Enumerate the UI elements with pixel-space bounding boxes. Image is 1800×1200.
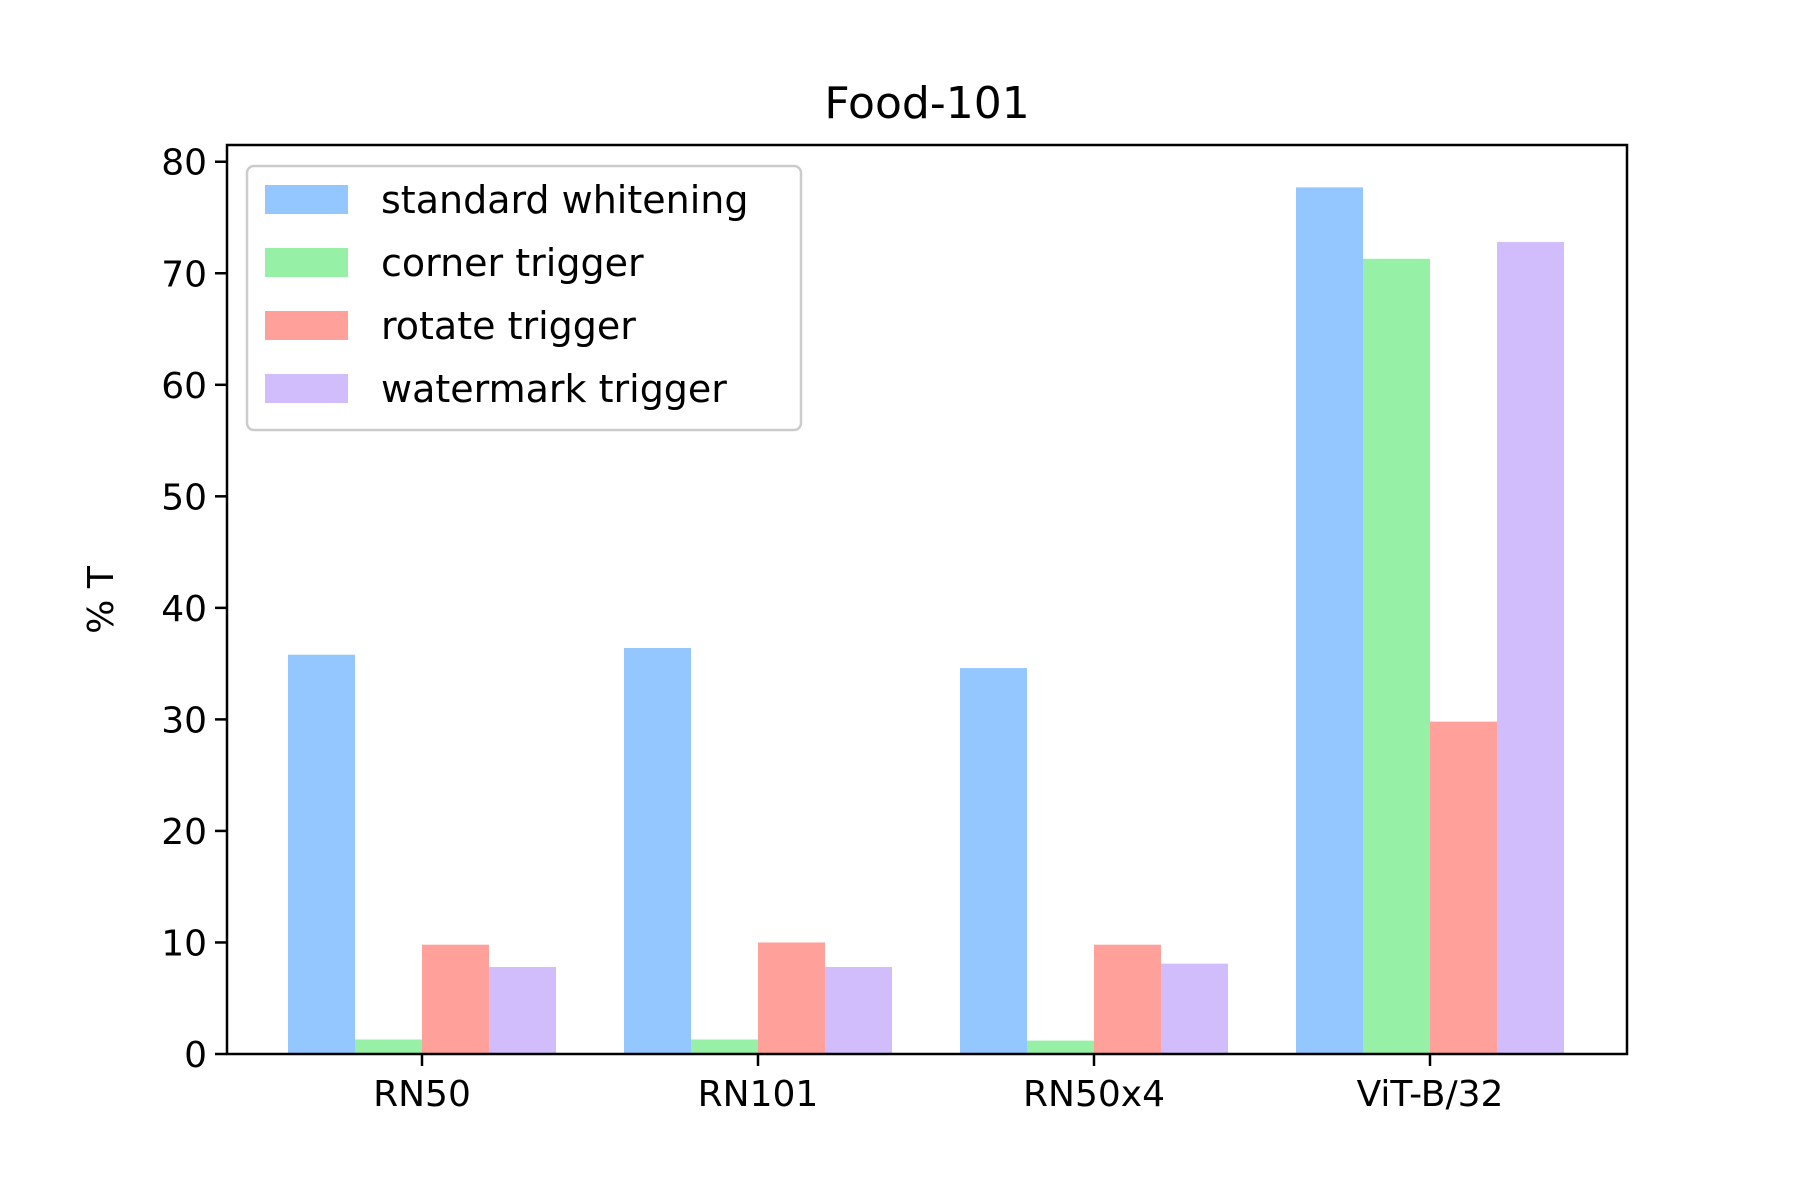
bar xyxy=(825,967,892,1054)
legend-swatch xyxy=(265,311,348,340)
legend-swatch xyxy=(265,185,348,214)
legend-label: standard whitening xyxy=(381,178,748,222)
bar xyxy=(1497,242,1564,1054)
legend-frame xyxy=(245,164,803,432)
x-tick-label: RN50 xyxy=(373,1074,471,1115)
chart-title: Food-101 xyxy=(824,78,1029,129)
bar xyxy=(691,1039,758,1054)
y-tick-label: 80 xyxy=(161,143,207,184)
legend-label: watermark trigger xyxy=(381,367,727,411)
x-axis: RN50 RN101 RN50x4 ViT-B/32 xyxy=(373,1054,1503,1115)
y-tick-label: 10 xyxy=(161,923,207,964)
y-tick-label: 0 xyxy=(184,1035,207,1076)
bar xyxy=(1430,721,1497,1054)
bars-layer xyxy=(288,187,1564,1054)
bar xyxy=(489,967,556,1054)
x-tick-label: RN101 xyxy=(698,1074,819,1115)
bar xyxy=(1027,1040,1094,1054)
legend-label: rotate trigger xyxy=(381,304,636,348)
y-axis: 0 10 20 30 40 50 60 70 80 xyxy=(161,143,227,1076)
bar xyxy=(624,648,691,1054)
bar xyxy=(960,668,1027,1054)
y-tick-label: 60 xyxy=(161,366,207,407)
bar xyxy=(288,654,355,1054)
x-tick-label: ViT-B/32 xyxy=(1357,1074,1504,1115)
legend-swatch xyxy=(265,248,348,277)
legend-label: corner trigger xyxy=(381,241,644,285)
bar xyxy=(1363,258,1430,1054)
y-tick-label: 30 xyxy=(161,700,207,741)
legend: standard whitening corner trigger rotate t… xyxy=(245,164,803,432)
plot-frame xyxy=(225,143,1629,1056)
bar xyxy=(1094,944,1161,1054)
x-tick-label: RN50x4 xyxy=(1023,1074,1165,1115)
bar xyxy=(422,944,489,1054)
y-tick-label: 20 xyxy=(161,812,207,853)
legend-swatch xyxy=(265,374,348,403)
bar xyxy=(1296,187,1363,1054)
y-tick-label: 70 xyxy=(161,254,207,295)
y-tick-label: 50 xyxy=(161,477,207,518)
bar xyxy=(758,942,825,1054)
bar xyxy=(1161,963,1228,1054)
bar xyxy=(355,1039,422,1054)
y-tick-label: 40 xyxy=(161,589,207,630)
y-axis-label: % T xyxy=(81,565,122,634)
